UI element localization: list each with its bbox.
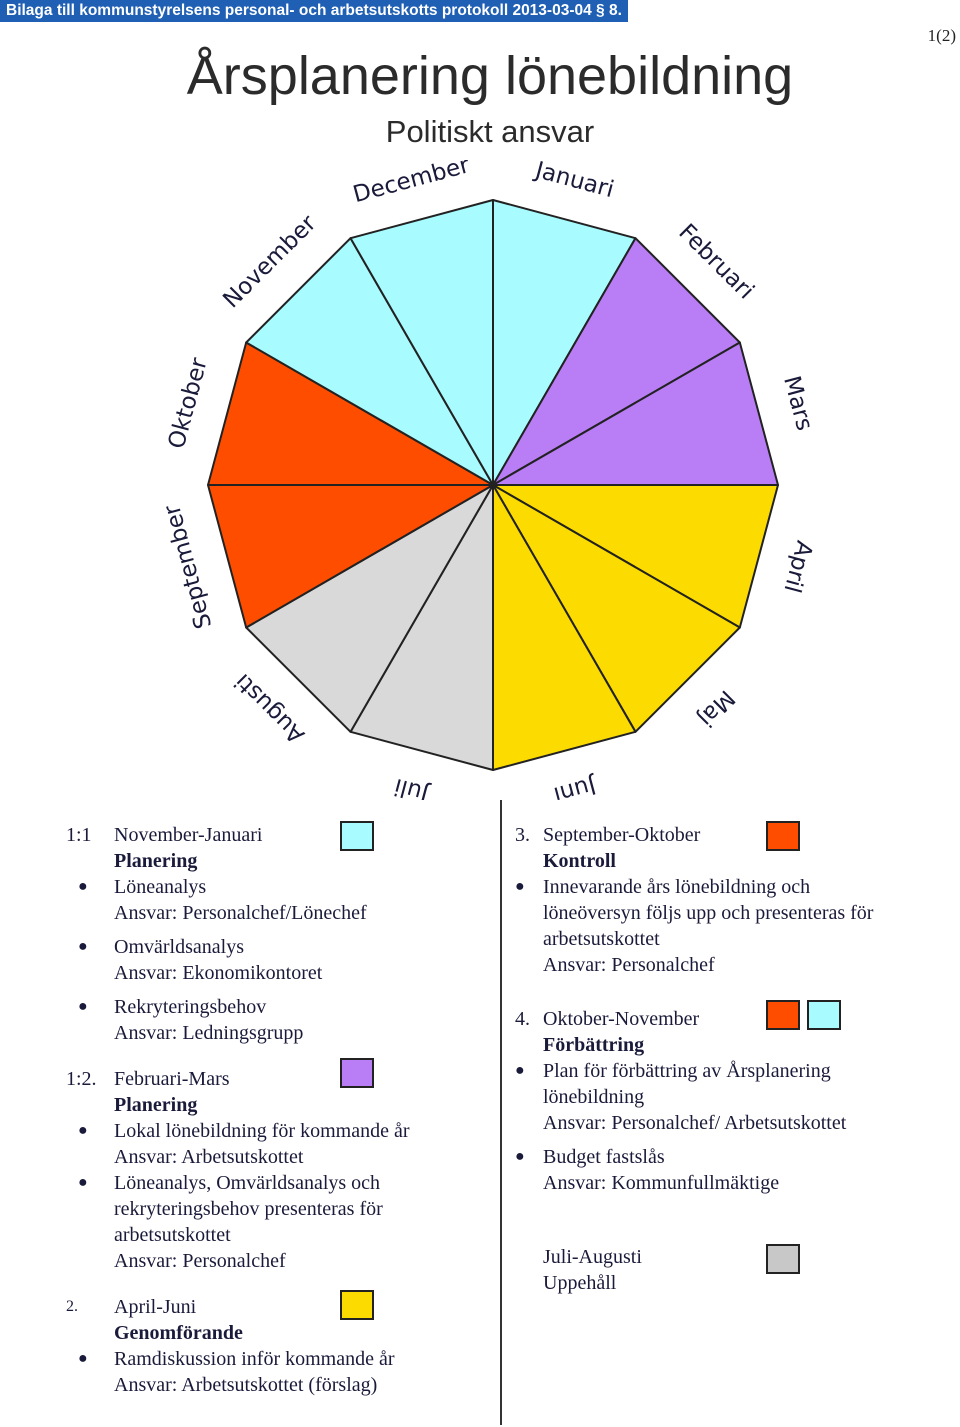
section-number: 1:2. bbox=[66, 1068, 97, 1090]
section-heading: Planering bbox=[114, 850, 198, 872]
page-subtitle: Politiskt ansvar bbox=[385, 114, 595, 149]
swatch-orange bbox=[766, 1000, 800, 1030]
section-period: November-Januari bbox=[114, 824, 263, 846]
year-wheel: JanuariFebruariMarsAprilMajJuniJuliAugus… bbox=[159, 160, 817, 800]
list-item: ● Budget fastslås Ansvar: Kommunfullmäkt… bbox=[515, 1144, 955, 1196]
wheel-label-december: December bbox=[350, 160, 472, 208]
page-title: Årsplanering lönebildning bbox=[186, 46, 794, 106]
item-ansvar: Ansvar: Ledningsgrupp bbox=[114, 1022, 304, 1044]
wheel-segment-december bbox=[349, 199, 494, 486]
bullet-icon: ● bbox=[515, 1148, 525, 1165]
bilaga-banner: Bilaga till kommunstyrelsens personal- o… bbox=[0, 0, 628, 22]
item-ansvar: Ansvar: Ekonomikontoret bbox=[114, 962, 323, 984]
section-text: Uppehåll bbox=[543, 1272, 617, 1294]
wheel-label-januari: Januari bbox=[531, 160, 617, 203]
swatch-yellow bbox=[340, 1290, 374, 1320]
item-text: lönebildning bbox=[543, 1086, 645, 1108]
swatch-purple bbox=[340, 1058, 374, 1088]
item-text: Lokal lönebildning för kommande år bbox=[114, 1120, 410, 1142]
swatch-orange bbox=[766, 821, 800, 851]
item-ansvar: Ansvar: Personalchef/ Arbetsutskottet bbox=[543, 1112, 847, 1134]
item-text: rekryteringsbehov presenteras för bbox=[114, 1198, 383, 1220]
item-text: Löneanalys, Omvärldsanalys och bbox=[114, 1172, 381, 1194]
section-period: Februari-Mars bbox=[114, 1068, 230, 1090]
item-ansvar: Ansvar: Personalchef/Lönechef bbox=[114, 902, 367, 924]
section-sep-okt: 3. September-Oktober Kontroll ● Innevara… bbox=[515, 822, 955, 978]
swatch-cyan bbox=[807, 1000, 841, 1030]
list-item: ● Omvärldsanalys Ansvar: Ekonomikontoret bbox=[66, 934, 496, 986]
right-column: 3. September-Oktober Kontroll ● Innevara… bbox=[515, 822, 955, 1296]
wheel-label-juli: Juli bbox=[391, 773, 433, 800]
section-number: 2. bbox=[66, 1298, 78, 1315]
section-number: 3. bbox=[515, 824, 530, 846]
section-period: September-Oktober bbox=[543, 824, 701, 846]
bullet-icon: ● bbox=[78, 998, 88, 1015]
section-heading: Förbättring bbox=[543, 1034, 645, 1056]
list-item: ● Lokal lönebildning för kommande år Ans… bbox=[66, 1118, 496, 1170]
section-okt-nov: 4. Oktober-November Förbättring ● Plan f… bbox=[515, 1006, 955, 1196]
item-text: löneöversyn följs upp och presenteras fö… bbox=[543, 902, 874, 924]
section-heading: Genomförande bbox=[114, 1322, 243, 1344]
wheel-label-maj: Maj bbox=[693, 685, 740, 732]
item-text: Innevarande års lönebildning och bbox=[543, 876, 811, 898]
section-period: April-Juni bbox=[114, 1296, 197, 1318]
item-text: Ramdiskussion inför kommande år bbox=[114, 1348, 395, 1370]
list-item: ● Löneanalys Ansvar: Personalchef/Lönech… bbox=[66, 874, 496, 926]
item-ansvar: Ansvar: Arbetsutskottet (förslag) bbox=[114, 1374, 378, 1396]
bullet-icon: ● bbox=[515, 1062, 525, 1079]
item-ansvar: Ansvar: Personalchef bbox=[114, 1250, 286, 1272]
list-item: ● Ramdiskussion inför kommande år Ansvar… bbox=[66, 1346, 496, 1398]
item-text: arbetsutskottet bbox=[114, 1224, 231, 1246]
wheel-label-september: September bbox=[159, 501, 217, 631]
item-ansvar: Ansvar: Personalchef bbox=[543, 954, 715, 976]
item-text: Rekryteringsbehov bbox=[114, 996, 267, 1018]
list-item: ● Plan för förbättring av Årsplanering l… bbox=[515, 1058, 955, 1136]
item-text: arbetsutskottet bbox=[543, 928, 660, 950]
item-text: Omvärldsanalys bbox=[114, 936, 244, 958]
section-apr-jun: 2. April-Juni Genomförande ● Ramdiskussi… bbox=[66, 1294, 496, 1398]
item-ansvar: Ansvar: Arbetsutskottet bbox=[114, 1146, 304, 1168]
left-column: 1:1 November-Januari Planering ● Löneana… bbox=[66, 822, 496, 1398]
wheel-label-mars: Mars bbox=[778, 373, 817, 433]
item-text: Löneanalys bbox=[114, 876, 207, 898]
wheel-label-april: April bbox=[778, 538, 817, 596]
swatch-cyan bbox=[340, 821, 374, 851]
list-item: ● Rekryteringsbehov Ansvar: Ledningsgrup… bbox=[66, 994, 496, 1046]
section-number: 4. bbox=[515, 1008, 530, 1030]
wheel-label-juni: Juni bbox=[551, 771, 601, 800]
section-heading: Planering bbox=[114, 1094, 198, 1116]
section-number: 1:1 bbox=[66, 824, 92, 846]
bullet-icon: ● bbox=[78, 938, 88, 955]
item-text: Budget fastslås bbox=[543, 1146, 665, 1168]
swatch-gray bbox=[766, 1244, 800, 1274]
bullet-icon: ● bbox=[78, 1122, 88, 1139]
section-nov-jan: 1:1 November-Januari Planering ● Löneana… bbox=[66, 822, 496, 1046]
bullet-icon: ● bbox=[78, 878, 88, 895]
item-ansvar: Ansvar: Kommunfullmäktige bbox=[543, 1172, 780, 1194]
bullet-icon: ● bbox=[78, 1174, 88, 1191]
list-item: ● Innevarande års lönebildning och löneö… bbox=[515, 874, 955, 978]
bullet-icon: ● bbox=[515, 878, 525, 895]
wheel-label-oktober: Oktober bbox=[164, 355, 213, 452]
section-period: Juli-Augusti bbox=[543, 1246, 642, 1268]
item-text: Plan för förbättring av Årsplanering bbox=[543, 1060, 831, 1082]
page-number: 1(2) bbox=[927, 26, 956, 45]
section-heading: Kontroll bbox=[543, 850, 616, 872]
column-divider bbox=[500, 800, 502, 1425]
section-period: Oktober-November bbox=[543, 1008, 700, 1030]
section-jul-aug: Juli-Augusti Uppehåll bbox=[515, 1244, 955, 1296]
section-feb-mar: 1:2. Februari-Mars Planering ● Lokal lön… bbox=[66, 1066, 496, 1274]
list-item: ● Löneanalys, Omvärldsanalys och rekryte… bbox=[66, 1170, 496, 1274]
bullet-icon: ● bbox=[78, 1350, 88, 1367]
